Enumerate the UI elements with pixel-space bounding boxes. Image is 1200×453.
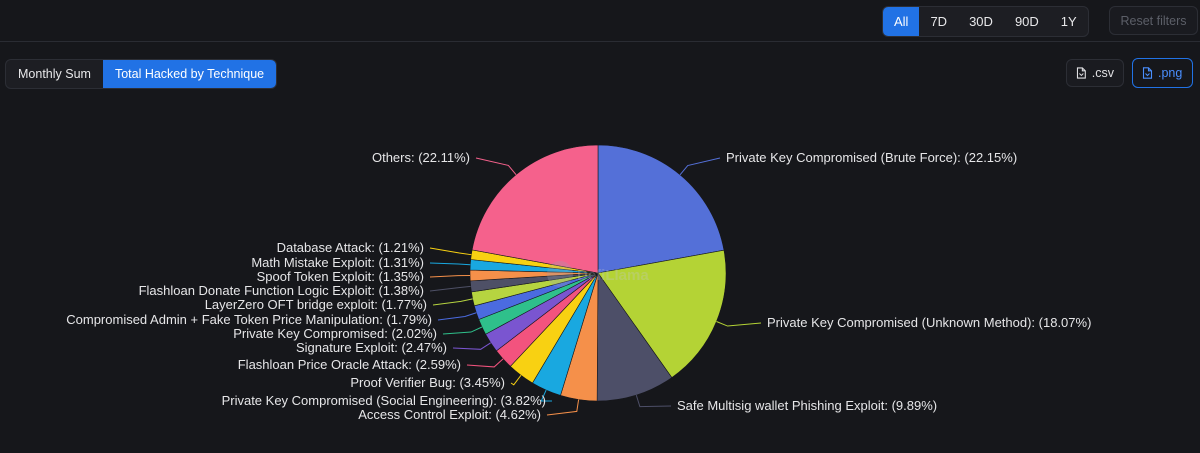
slice-label: Safe Multisig wallet Phishing Exploit: (…: [677, 398, 937, 413]
download-png-button[interactable]: .png: [1132, 58, 1193, 88]
download-png-label: .png: [1158, 66, 1183, 80]
slice-label: Private Key Compromised (Brute Force): (…: [726, 150, 1017, 165]
slice-label: Private Key Compromised (Social Engineer…: [222, 393, 546, 408]
range-1y-button[interactable]: 1Y: [1060, 14, 1077, 29]
leader-line: [429, 262, 471, 266]
watermark-text: DefiLlama: [577, 267, 649, 284]
pie-slice[interactable]: [597, 144, 725, 274]
leader-line: [442, 326, 483, 335]
leader-line: [429, 285, 471, 292]
leader-line: [635, 394, 672, 408]
chart-tabs: Monthly Sum Total Hacked by Technique: [5, 59, 278, 89]
slice-label: Flashloan Donate Function Logic Exploit:…: [139, 283, 424, 298]
leader-line: [432, 298, 473, 306]
leader-line: [716, 321, 762, 327]
download-csv-button[interactable]: .csv: [1066, 59, 1124, 87]
leader-line: [452, 342, 491, 350]
download-csv-label: .csv: [1091, 66, 1114, 80]
tab-monthly-sum[interactable]: Monthly Sum: [18, 67, 91, 81]
range-30d-button[interactable]: 30D: [969, 14, 993, 29]
range-all-button[interactable]: All: [883, 7, 920, 36]
slice-label: Private Key Compromised (Unknown Method)…: [767, 315, 1091, 330]
slice-label: Proof Verifier Bug: (3.45%): [350, 375, 505, 390]
slice-label: Spoof Token Exploit: (1.35%): [257, 269, 424, 284]
leader-line: [679, 157, 721, 176]
time-range-selector: All 7D 30D 90D 1Y: [882, 6, 1089, 37]
leader-line: [466, 358, 504, 368]
leader-line: [437, 312, 477, 321]
slice-label: Math Mistake Exploit: (1.31%): [251, 255, 424, 270]
range-90d-button[interactable]: 90D: [1014, 14, 1039, 29]
pie-slice[interactable]: [471, 144, 599, 274]
slice-label: Database Attack: (1.21%): [277, 240, 424, 255]
slice-label: Signature Exploit: (2.47%): [296, 340, 447, 355]
reset-filters-button[interactable]: Reset filters: [1109, 6, 1198, 35]
slice-label: LayerZero OFT bridge exploit: (1.77%): [205, 297, 427, 312]
file-icon: [1076, 67, 1086, 79]
range-7d-button[interactable]: 7D: [930, 14, 948, 29]
tab-total-hacked-by-technique[interactable]: Total Hacked by Technique: [102, 60, 277, 88]
slice-label: Private Key Compromised: (2.02%): [233, 326, 437, 341]
leader-line: [429, 274, 471, 278]
slice-label: Compromised Admin + Fake Token Price Man…: [66, 312, 432, 327]
pie-slice[interactable]: [596, 272, 673, 402]
leader-line: [510, 374, 522, 386]
pie-slice[interactable]: [597, 249, 727, 379]
slice-label: Flashloan Price Oracle Attack: (2.59%): [238, 357, 461, 372]
slice-label: Access Control Exploit: (4.62%): [358, 407, 541, 422]
leader-line: [475, 157, 517, 175]
leader-line: [546, 399, 580, 416]
defillama-watermark: DefiLlama: [547, 261, 649, 287]
leader-line: [429, 247, 472, 256]
leader-line: [540, 389, 553, 402]
image-file-icon: [1142, 67, 1153, 79]
slice-label: Others: (22.11%): [372, 150, 470, 165]
